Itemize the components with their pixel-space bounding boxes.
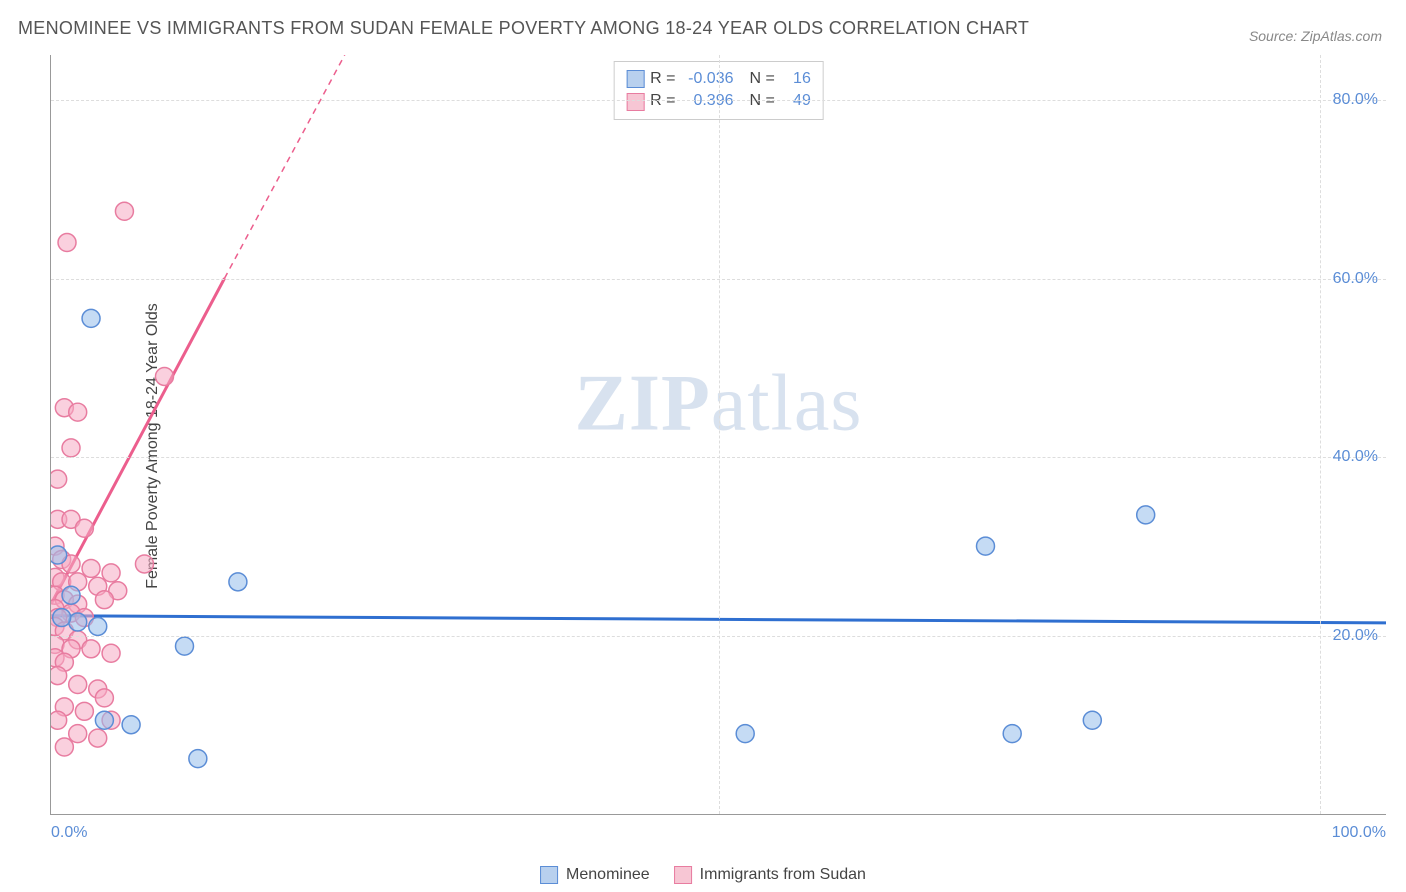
y-tick-label: 60.0% bbox=[1333, 270, 1378, 288]
legend-label-2: Immigrants from Sudan bbox=[700, 866, 866, 884]
chart-title: MENOMINEE VS IMMIGRANTS FROM SUDAN FEMAL… bbox=[18, 18, 1029, 39]
gridline-v bbox=[1320, 55, 1321, 814]
swatch-blue-icon bbox=[626, 70, 644, 88]
y-tick-label: 80.0% bbox=[1333, 91, 1378, 109]
r-label: R = bbox=[650, 68, 675, 90]
plot-area: ZIPatlas R = -0.036 N = 16 R = 0.396 N =… bbox=[50, 55, 1386, 815]
r-value-1: -0.036 bbox=[682, 68, 734, 90]
swatch-pink-icon bbox=[674, 866, 692, 884]
x-tick-100: 100.0% bbox=[1332, 824, 1386, 842]
legend-item-sudan: Immigrants from Sudan bbox=[674, 866, 866, 884]
n-label: N = bbox=[750, 90, 775, 112]
watermark-zip: ZIP bbox=[575, 360, 711, 448]
swatch-pink-icon bbox=[626, 93, 644, 111]
bottom-legend: Menominee Immigrants from Sudan bbox=[540, 866, 866, 884]
legend-item-menominee: Menominee bbox=[540, 866, 650, 884]
x-tick-0: 0.0% bbox=[51, 824, 87, 842]
watermark-atlas: atlas bbox=[711, 360, 863, 448]
n-value-2: 49 bbox=[781, 90, 811, 112]
n-value-1: 16 bbox=[781, 68, 811, 90]
r-value-2: 0.396 bbox=[682, 90, 734, 112]
legend-label-1: Menominee bbox=[566, 866, 650, 884]
y-tick-label: 20.0% bbox=[1333, 627, 1378, 645]
gridline-v bbox=[719, 55, 720, 814]
y-tick-label: 40.0% bbox=[1333, 448, 1378, 466]
swatch-blue-icon bbox=[540, 866, 558, 884]
n-label: N = bbox=[750, 68, 775, 90]
source-attribution: Source: ZipAtlas.com bbox=[1249, 28, 1382, 44]
r-label: R = bbox=[650, 90, 675, 112]
